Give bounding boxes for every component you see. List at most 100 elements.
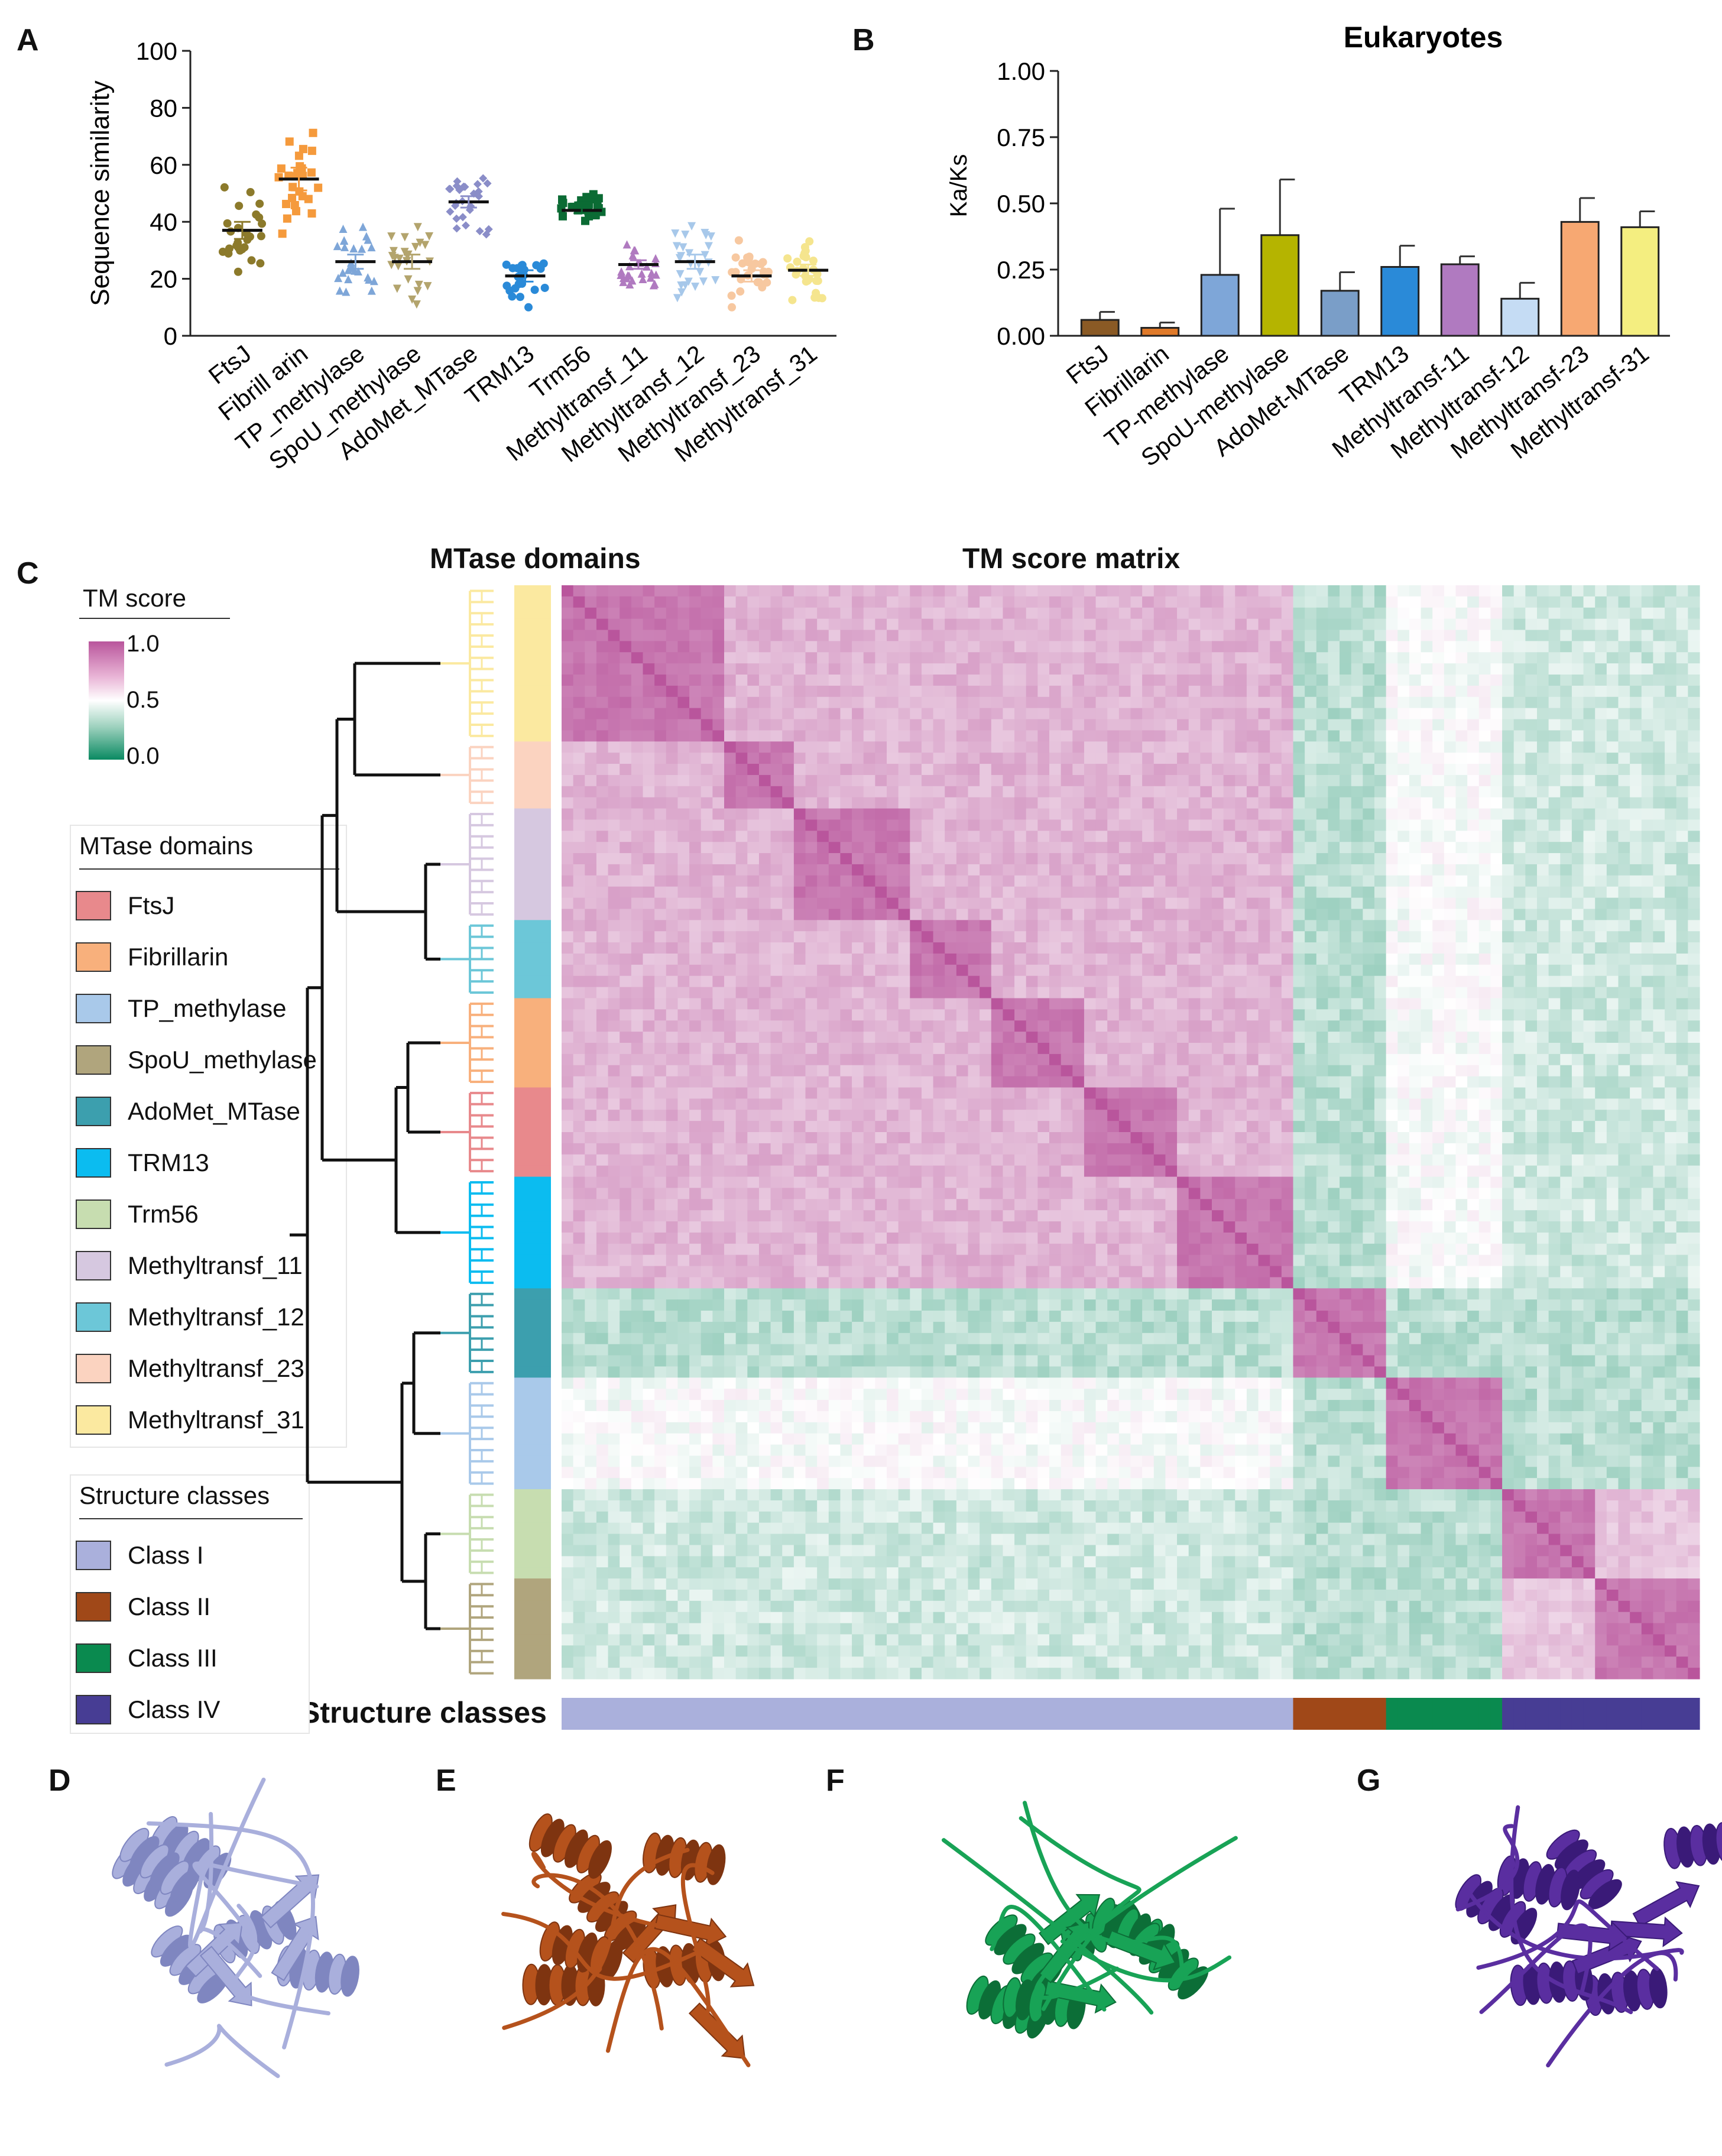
heatmap-cell (1095, 953, 1108, 965)
heatmap-cell (562, 753, 574, 764)
heatmap-cell (1177, 975, 1189, 988)
heatmap-cell (1455, 831, 1468, 842)
heatmap-cell (631, 942, 644, 954)
heatmap-cell (1014, 675, 1027, 686)
heatmap-cell (712, 931, 725, 943)
heatmap-cell (1397, 607, 1410, 620)
heatmap-cell (608, 1065, 620, 1077)
heatmap-cell (956, 652, 969, 664)
heatmap-cell (1340, 964, 1352, 977)
heatmap-cell (1374, 730, 1387, 742)
heatmap-cell (1235, 853, 1247, 865)
heatmap-cell (1316, 831, 1329, 842)
heatmap-cell (1641, 942, 1654, 954)
heatmap-cell (1478, 842, 1491, 854)
heatmap-cell (1281, 675, 1294, 686)
heatmap-cell (1676, 1053, 1688, 1066)
heatmap-cell (758, 875, 771, 887)
heatmap-cell (1641, 853, 1654, 865)
heatmap-cell (1490, 1076, 1503, 1088)
heatmap-cell (1595, 953, 1607, 965)
heatmap-cell (1235, 953, 1247, 965)
heatmap-cell (980, 842, 992, 854)
heatmap-cell (1665, 842, 1677, 854)
heatmap-cell (1386, 618, 1398, 631)
heatmap-cell (1351, 696, 1363, 709)
heatmap-cell (724, 753, 737, 764)
heatmap-cell (887, 764, 899, 776)
heatmap-cell (887, 853, 899, 865)
heatmap-cell (573, 808, 585, 821)
a-data-point (751, 259, 760, 268)
heatmap-cell (677, 853, 690, 865)
heatmap-cell (758, 741, 771, 753)
heatmap-cell (654, 1042, 667, 1055)
heatmap-cell (1212, 585, 1224, 597)
heatmap-cell (1305, 1065, 1317, 1077)
heatmap-cell (1363, 685, 1375, 698)
heatmap-cell (1490, 897, 1503, 910)
heatmap-cell (770, 652, 783, 664)
heatmap-cell (666, 730, 679, 742)
heatmap-cell (1281, 641, 1294, 653)
heatmap-cell (1653, 1042, 1665, 1055)
panel-label-b: B (852, 23, 875, 57)
heatmap-cell (1246, 741, 1259, 753)
heatmap-cell (689, 618, 702, 631)
heatmap-cell (1409, 886, 1422, 899)
heatmap-cell (945, 853, 957, 865)
heatmap-cell (1200, 652, 1212, 664)
heatmap-cell (1409, 1009, 1422, 1021)
heatmap-cell (689, 819, 702, 831)
heatmap-cell (1351, 920, 1363, 932)
heatmap-cell (1328, 641, 1340, 653)
heatmap-cell (573, 953, 585, 965)
heatmap-cell (1014, 975, 1027, 988)
a-data-point (630, 246, 638, 255)
heatmap-cell (817, 1042, 829, 1055)
heatmap-cell (1606, 741, 1619, 753)
heatmap-cell (1037, 652, 1050, 664)
heatmap-cell (620, 1032, 632, 1043)
heatmap-cell (863, 987, 875, 999)
heatmap-cell (1061, 675, 1073, 686)
heatmap-cell (770, 853, 783, 865)
heatmap-cell (1072, 831, 1085, 842)
heatmap-cell (1316, 696, 1329, 709)
heatmap-cell (1130, 675, 1143, 686)
heatmap-cell (1014, 652, 1027, 664)
heatmap-cell (1223, 652, 1235, 664)
heatmap-cell (805, 774, 818, 787)
heatmap-cell (1072, 942, 1085, 954)
heatmap-cell (1444, 808, 1457, 821)
heatmap-cell (887, 864, 899, 876)
heatmap-cell (817, 719, 829, 731)
heatmap-cell (863, 920, 875, 932)
heatmap-cell (1363, 808, 1375, 821)
heatmap-cell (910, 975, 922, 988)
heatmap-cell (1467, 953, 1480, 965)
heatmap-cell (1502, 831, 1515, 842)
heatmap-cell (1351, 964, 1363, 977)
heatmap-cell (1328, 618, 1340, 631)
heatmap-cell (1513, 909, 1526, 920)
heatmap-cell (1444, 853, 1457, 865)
heatmap-cell (1293, 1065, 1305, 1077)
heatmap-cell (1537, 853, 1549, 865)
heatmap-cell (1200, 797, 1212, 809)
heatmap-cell (887, 909, 899, 920)
heatmap-cell (1444, 630, 1457, 641)
heatmap-cell (1246, 1065, 1259, 1077)
heatmap-cell (1630, 708, 1642, 720)
heatmap-cell (1490, 774, 1503, 787)
heatmap-cell (1641, 652, 1654, 664)
heatmap-cell (1293, 596, 1305, 608)
heatmap-cell (1502, 1087, 1515, 1099)
heatmap-cell (1455, 808, 1468, 821)
heatmap-cell (863, 719, 875, 731)
heatmap-cell (654, 1076, 667, 1088)
heatmap-cell (654, 831, 667, 842)
heatmap-cell (921, 596, 934, 608)
heatmap-cell (643, 998, 655, 1010)
heatmap-cell (1653, 741, 1665, 753)
